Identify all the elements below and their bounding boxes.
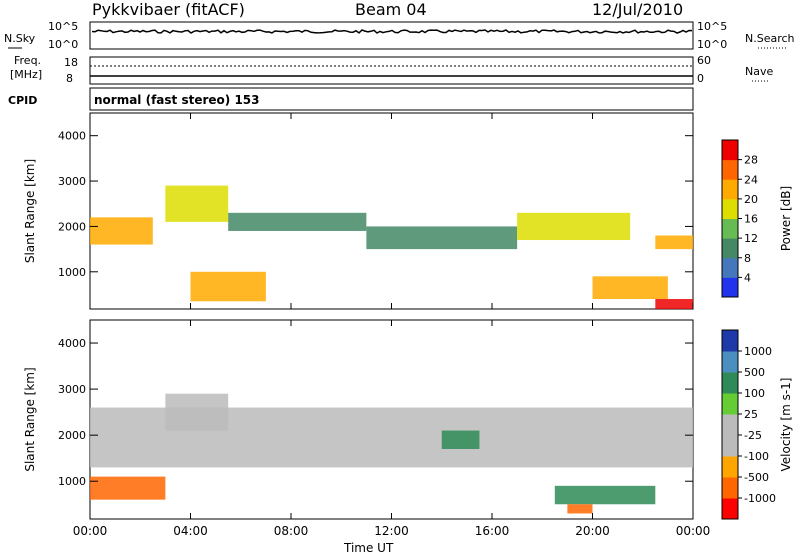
echo-band xyxy=(441,430,480,449)
nsearch-tick-bottom: 10^0 xyxy=(697,38,727,51)
station-title: Pykkvibaer (fitACF) xyxy=(92,0,245,19)
colorbar-segment xyxy=(722,456,738,478)
y-tick-label: 1000 xyxy=(58,475,86,488)
x-tick-label: 16:00 xyxy=(475,524,510,538)
colorbar-label: Velocity [m s-1] xyxy=(779,378,793,472)
chart-panel-velocity: 00:00 04:00 08:00 12:00 16:00 20:00 00:00 1000 2… xyxy=(23,319,793,538)
echo-band xyxy=(567,504,593,514)
x-tick-label: 08:00 xyxy=(274,524,309,538)
colorbar-segment xyxy=(722,435,738,457)
y-tick-label: 3000 xyxy=(58,175,86,188)
colorbar-segment xyxy=(722,179,738,200)
echo-band xyxy=(517,212,631,241)
nsearch-tick-top: 10^5 xyxy=(697,20,727,33)
echo-band xyxy=(90,476,166,500)
colorbar-tick-label: -500 xyxy=(744,471,769,484)
colorbar-tick-label: 20 xyxy=(744,193,758,206)
y-tick-label: 4000 xyxy=(58,130,86,143)
nave-tick-top: 60 xyxy=(697,54,711,67)
y-tick-label: 2000 xyxy=(58,220,86,233)
colorbar-tick-label: 1000 xyxy=(744,345,772,358)
colorbar-segment xyxy=(722,330,738,352)
colorbar-tick-label: 28 xyxy=(744,154,758,167)
colorbar-tick-label: 100 xyxy=(744,387,765,400)
colorbar-segment xyxy=(722,351,738,373)
colorbar-tick-label: 16 xyxy=(744,213,758,226)
nsky-frame xyxy=(89,21,694,50)
colorbar-segment xyxy=(722,218,738,239)
echo-band xyxy=(90,217,153,245)
x-tick-label: 12:00 xyxy=(374,524,409,538)
y-tick-label: 3000 xyxy=(58,383,86,396)
echo-band xyxy=(655,299,693,309)
colorbar-segment xyxy=(722,372,738,394)
freq-tick-bottom: 8 xyxy=(66,72,73,85)
colorbar-frame xyxy=(721,329,739,520)
colorbar-tick-label: 500 xyxy=(744,366,765,379)
echo-band xyxy=(655,235,693,250)
nsky-tick-top: 10^5 xyxy=(48,20,78,33)
y-axis-label: Slant Range [km] xyxy=(23,367,37,471)
echo-band xyxy=(554,485,656,505)
nsky-label: N.Sky xyxy=(4,32,36,45)
freq-label: Freq. xyxy=(14,54,41,67)
x-tick-label: 00:00 xyxy=(73,524,108,538)
freq-unit-label: [MHz] xyxy=(10,68,42,81)
nave-tick-bottom: 0 xyxy=(697,72,704,85)
echo-band xyxy=(592,276,668,300)
chart-panel-power: 1000 2000 3000 4000 Slant Range [km] 4 8 12 16 20… xyxy=(23,112,793,310)
colorbar-segment xyxy=(722,257,738,278)
colorbar-segment xyxy=(722,159,738,180)
colorbar-tick-label: 25 xyxy=(744,408,758,421)
x-axis-label: Time UT xyxy=(343,541,394,554)
x-tick-label: 00:00 xyxy=(676,524,711,538)
beam-title: Beam 04 xyxy=(355,0,427,19)
nsky-tick-bottom: 10^0 xyxy=(48,38,78,51)
colorbar-tick-label: -25 xyxy=(744,429,762,442)
colorbar-tick-label: 4 xyxy=(744,271,751,284)
colorbar-tick-label: 12 xyxy=(744,232,758,245)
status-panels: N.Sky 10^5 10^0 10^5 10^0 N.Search Freq.… xyxy=(4,20,795,111)
y-tick-label: 4000 xyxy=(58,337,86,350)
y-tick-label: 2000 xyxy=(58,429,86,442)
cpid-frame xyxy=(89,87,694,111)
echo-band xyxy=(228,212,367,231)
nave-label: Nave xyxy=(745,65,773,78)
colorbar-segment xyxy=(722,414,738,436)
colorbar-label: Power [dB] xyxy=(779,186,793,251)
cpid-label: CPID xyxy=(8,94,37,107)
nsky-trace xyxy=(91,29,693,34)
colorbar-tick-label: 24 xyxy=(744,173,758,186)
y-axis-label: Slant Range [km] xyxy=(23,159,37,263)
colorbar-tick-label: -1000 xyxy=(744,492,776,505)
echo-band xyxy=(165,185,229,222)
nsearch-label: N.Search xyxy=(745,32,795,45)
colorbar-segment xyxy=(722,140,738,161)
colorbar-tick-label: 8 xyxy=(744,252,751,265)
date-title: 12/Jul/2010 xyxy=(592,0,684,19)
freq-frame xyxy=(89,56,694,85)
echo-band xyxy=(165,393,229,431)
colorbar-tick-label: -100 xyxy=(744,450,769,463)
freq-tick-top: 18 xyxy=(64,56,78,69)
x-tick-label: 20:00 xyxy=(575,524,610,538)
echo-band xyxy=(190,271,266,302)
cpid-value: normal (fast stereo) 153 xyxy=(94,93,260,107)
colorbar-segment xyxy=(722,198,738,219)
y-tick-label: 1000 xyxy=(58,266,86,279)
colorbar-segment xyxy=(722,498,738,520)
colorbar-segment xyxy=(722,277,738,298)
colorbar-segment xyxy=(722,238,738,259)
echo-band xyxy=(366,226,518,250)
colorbar-segment xyxy=(722,477,738,499)
x-tick-label: 04:00 xyxy=(173,524,208,538)
colorbar-segment xyxy=(722,393,738,415)
